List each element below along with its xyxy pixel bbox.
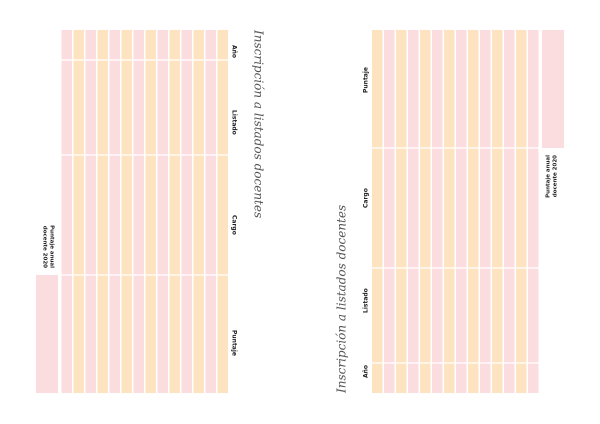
table-row <box>372 30 383 393</box>
column-header: Puntaje <box>231 330 238 356</box>
page-left: Inscripción a listados docentes Año Listad… <box>36 29 266 393</box>
table-row <box>420 30 431 393</box>
summary-box <box>36 275 58 393</box>
summary-label: docente 2020 <box>42 226 48 268</box>
table-row <box>432 30 443 393</box>
page-title: Inscripción a listados docentes <box>252 29 266 218</box>
table-row <box>109 30 120 393</box>
table-row <box>504 30 515 393</box>
page-right: Inscripción a listados docentes Año Listad… <box>335 30 564 394</box>
table-row <box>133 30 144 393</box>
table-row <box>480 30 491 393</box>
column-header: Listado <box>231 110 238 135</box>
summary-label: docente 2020 <box>553 155 559 197</box>
column-header: Cargo <box>231 215 238 235</box>
table-row <box>444 30 455 393</box>
summary-label: Puntaje anual <box>546 155 552 198</box>
table-row <box>408 30 419 393</box>
table-row <box>73 30 84 393</box>
column-header: Cargo <box>363 188 370 208</box>
table-row <box>61 30 72 393</box>
table-row <box>85 30 96 393</box>
column-header: Año <box>363 365 370 378</box>
table-row <box>181 30 192 393</box>
table-row <box>516 30 527 393</box>
column-header: Listado <box>363 288 370 313</box>
table-row <box>528 30 539 393</box>
summary-box <box>542 30 564 148</box>
table-row <box>456 30 467 393</box>
table-row <box>205 30 216 393</box>
table-row <box>157 30 168 393</box>
page-title: Inscripción a listados docentes <box>335 205 349 394</box>
table-row <box>384 30 395 393</box>
table-row <box>492 30 503 393</box>
column-header: Año <box>231 45 238 58</box>
table-row <box>145 30 156 393</box>
table-row <box>121 30 132 393</box>
table-row <box>97 30 108 393</box>
table-row <box>396 30 407 393</box>
summary-label: Puntaje anual <box>49 225 55 268</box>
column-header: Puntaje <box>363 67 370 93</box>
table-row <box>468 30 479 393</box>
table-row <box>169 30 180 393</box>
table-row <box>217 30 228 393</box>
table-row <box>193 30 204 393</box>
